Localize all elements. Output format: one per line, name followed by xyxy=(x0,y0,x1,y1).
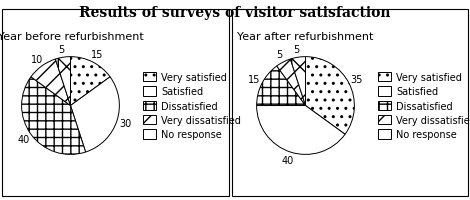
Text: 5: 5 xyxy=(276,50,282,60)
Legend: Very satisfied, Satisfied, Dissatisfied, Very dissatisfied, No response: Very satisfied, Satisfied, Dissatisfied,… xyxy=(142,72,241,140)
Wedge shape xyxy=(257,67,306,106)
Wedge shape xyxy=(257,106,345,155)
Wedge shape xyxy=(290,57,306,106)
Wedge shape xyxy=(277,60,306,106)
Title: Year before refurbishment: Year before refurbishment xyxy=(0,32,143,42)
Text: 5: 5 xyxy=(293,44,299,54)
Wedge shape xyxy=(306,57,354,135)
Text: 40: 40 xyxy=(18,135,30,145)
Text: 15: 15 xyxy=(91,50,103,60)
Text: 15: 15 xyxy=(248,75,260,85)
Wedge shape xyxy=(70,57,110,106)
Text: 10: 10 xyxy=(31,55,43,65)
Wedge shape xyxy=(31,60,70,106)
Legend: Very satisfied, Satisfied, Dissatisfied, Very dissatisfied, No response: Very satisfied, Satisfied, Dissatisfied,… xyxy=(377,72,470,140)
Wedge shape xyxy=(55,57,70,106)
Text: 35: 35 xyxy=(351,75,363,85)
Title: Year after refurbishment: Year after refurbishment xyxy=(237,32,374,42)
Text: Results of surveys of visitor satisfaction: Results of surveys of visitor satisfacti… xyxy=(79,6,391,20)
Text: 40: 40 xyxy=(282,156,294,166)
Text: 30: 30 xyxy=(119,119,132,129)
Text: 5: 5 xyxy=(58,44,64,54)
Wedge shape xyxy=(70,77,119,152)
Wedge shape xyxy=(22,77,86,155)
